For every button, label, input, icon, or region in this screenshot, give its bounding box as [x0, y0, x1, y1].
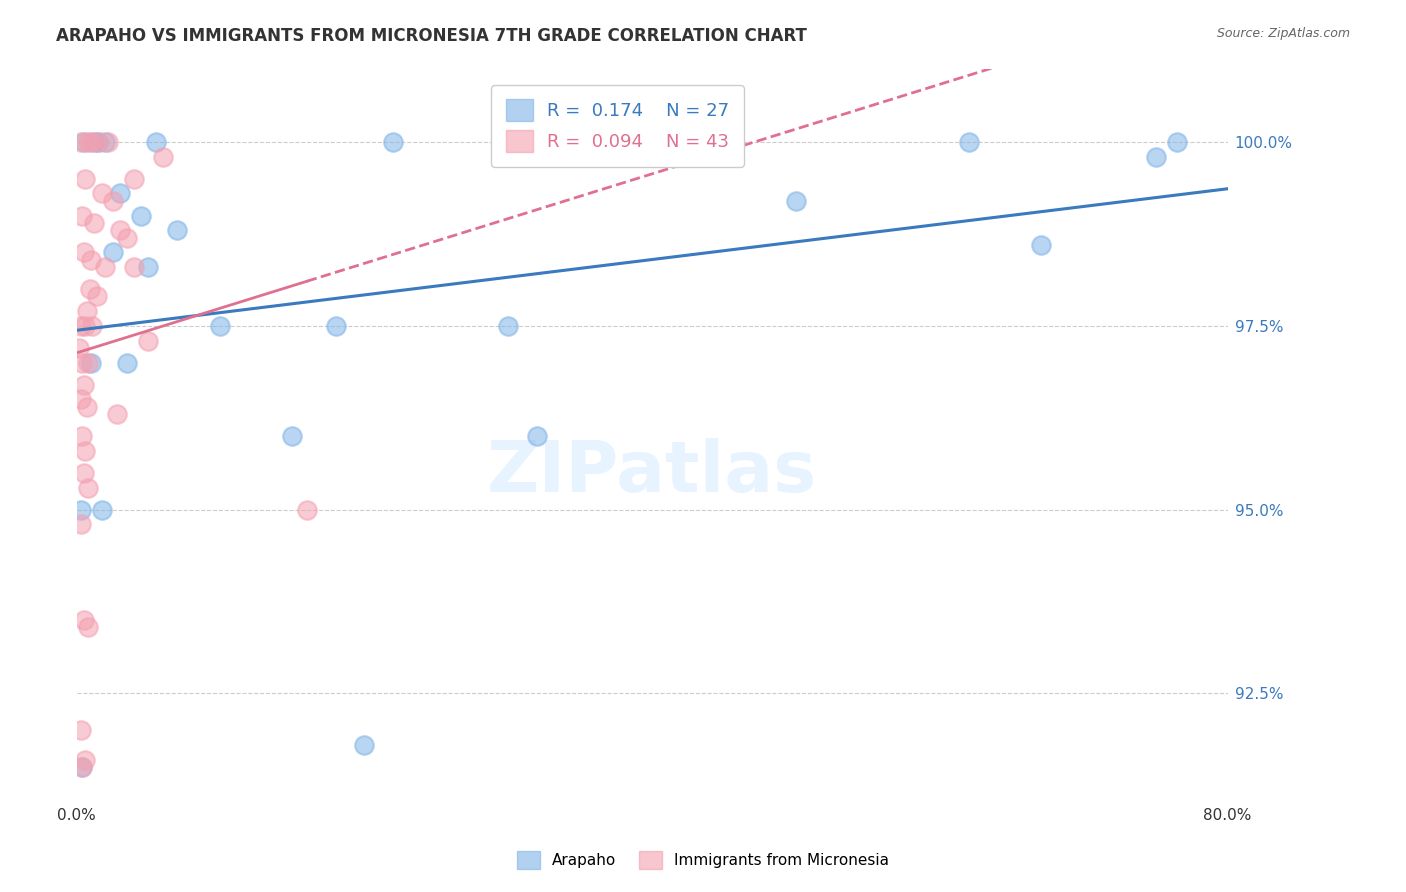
Point: [1144, 150, 1167, 164]
Text: Source: ZipAtlas.com: Source: ZipAtlas.com: [1216, 27, 1350, 40]
Point: [72, 429, 94, 443]
Point: [91, 186, 114, 201]
Point: [957, 135, 980, 149]
Point: [67, 341, 90, 355]
Point: [83, 216, 105, 230]
Point: [138, 334, 160, 348]
Point: [382, 135, 405, 149]
Point: [295, 502, 318, 516]
Point: [145, 135, 167, 149]
Point: [138, 260, 160, 274]
Point: [75, 171, 97, 186]
Point: [72, 355, 94, 369]
Point: [75, 443, 97, 458]
Legend: Arapaho, Immigrants from Micronesia: Arapaho, Immigrants from Micronesia: [510, 845, 896, 875]
Point: [73, 377, 96, 392]
Point: [87, 135, 110, 149]
Point: [86, 289, 108, 303]
Point: [108, 186, 131, 201]
Point: [108, 223, 131, 237]
Point: [785, 194, 807, 208]
Point: [122, 171, 145, 186]
Point: [325, 318, 347, 333]
Point: [77, 620, 100, 634]
Point: [73, 466, 96, 480]
Point: [97, 135, 120, 149]
Point: [105, 407, 128, 421]
Point: [131, 209, 153, 223]
Point: [87, 135, 110, 149]
Legend: R =  0.174    N = 27, R =  0.094    N = 43: R = 0.174 N = 27, R = 0.094 N = 43: [491, 85, 744, 167]
Point: [122, 260, 145, 274]
Point: [77, 135, 100, 149]
Point: [281, 429, 304, 443]
Text: ARAPAHO VS IMMIGRANTS FROM MICRONESIA 7TH GRADE CORRELATION CHART: ARAPAHO VS IMMIGRANTS FROM MICRONESIA 7T…: [56, 27, 807, 45]
Point: [115, 230, 138, 244]
Point: [152, 150, 174, 164]
Point: [73, 613, 96, 627]
Point: [79, 282, 101, 296]
Point: [80, 355, 103, 369]
Point: [83, 135, 105, 149]
Point: [70, 392, 93, 407]
Point: [72, 760, 94, 774]
Point: [75, 752, 97, 766]
Point: [75, 318, 97, 333]
Point: [115, 355, 138, 369]
Text: ZIPatlas: ZIPatlas: [486, 438, 817, 508]
Point: [70, 517, 93, 532]
Point: [72, 760, 94, 774]
Point: [80, 135, 103, 149]
Point: [77, 355, 100, 369]
Point: [101, 245, 124, 260]
Point: [1029, 238, 1052, 252]
Point: [209, 318, 232, 333]
Point: [76, 304, 98, 318]
Point: [82, 318, 104, 333]
Point: [353, 738, 375, 752]
Point: [77, 481, 100, 495]
Point: [94, 260, 117, 274]
Point: [72, 209, 94, 223]
Point: [70, 502, 93, 516]
Point: [101, 194, 124, 208]
Point: [73, 245, 96, 260]
Point: [94, 135, 117, 149]
Point: [76, 400, 98, 414]
Point: [70, 135, 93, 149]
Point: [70, 318, 93, 333]
Point: [1166, 135, 1188, 149]
Point: [496, 318, 519, 333]
Point: [70, 723, 93, 738]
Point: [91, 502, 114, 516]
Point: [73, 135, 96, 149]
Point: [526, 429, 548, 443]
Point: [80, 252, 103, 267]
Point: [166, 223, 188, 237]
